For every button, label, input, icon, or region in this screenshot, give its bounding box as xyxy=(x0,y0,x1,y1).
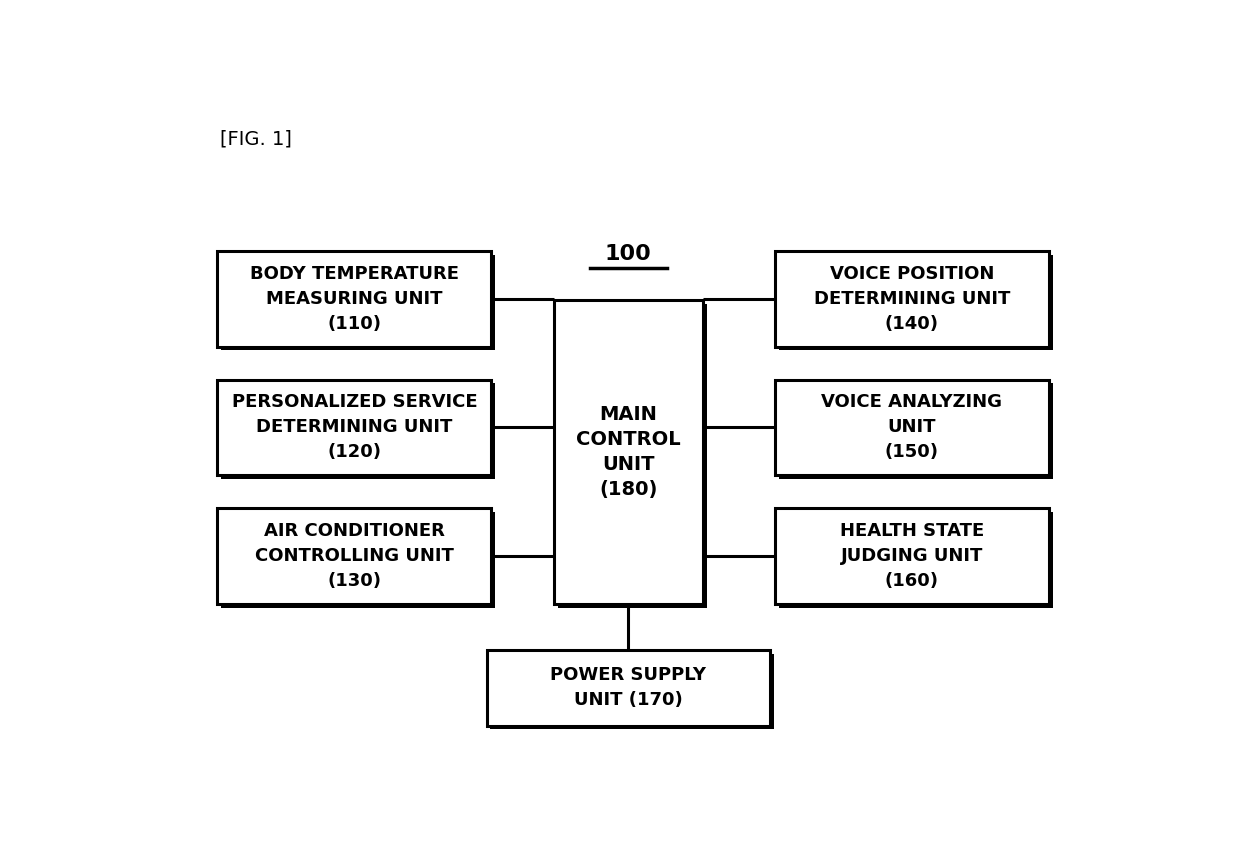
FancyBboxPatch shape xyxy=(775,251,1049,347)
FancyBboxPatch shape xyxy=(217,508,491,603)
Text: CONTROLLING UNIT: CONTROLLING UNIT xyxy=(255,547,454,565)
FancyBboxPatch shape xyxy=(554,300,703,603)
Text: POWER SUPPLY: POWER SUPPLY xyxy=(551,666,707,684)
Text: 100: 100 xyxy=(605,244,652,265)
Text: MAIN: MAIN xyxy=(599,405,657,424)
Text: UNIT: UNIT xyxy=(888,419,936,437)
Text: AIR CONDITIONER: AIR CONDITIONER xyxy=(264,522,445,540)
FancyBboxPatch shape xyxy=(217,251,491,347)
Text: BODY TEMPERATURE: BODY TEMPERATURE xyxy=(250,265,459,282)
Text: (160): (160) xyxy=(885,572,939,590)
Text: VOICE POSITION: VOICE POSITION xyxy=(830,265,994,282)
Text: (110): (110) xyxy=(327,315,382,333)
FancyBboxPatch shape xyxy=(221,512,495,608)
FancyBboxPatch shape xyxy=(775,379,1049,475)
Text: (120): (120) xyxy=(327,443,382,461)
FancyBboxPatch shape xyxy=(779,383,1053,479)
Text: DETERMINING UNIT: DETERMINING UNIT xyxy=(257,419,453,437)
Text: HEALTH STATE: HEALTH STATE xyxy=(839,522,983,540)
FancyBboxPatch shape xyxy=(779,255,1053,350)
Text: UNIT: UNIT xyxy=(603,455,655,474)
Text: JUDGING UNIT: JUDGING UNIT xyxy=(841,547,983,565)
Text: UNIT (170): UNIT (170) xyxy=(574,691,683,710)
FancyBboxPatch shape xyxy=(221,255,495,350)
Text: DETERMINING UNIT: DETERMINING UNIT xyxy=(813,290,1009,308)
FancyBboxPatch shape xyxy=(558,304,707,608)
Text: (180): (180) xyxy=(599,480,657,499)
FancyBboxPatch shape xyxy=(779,512,1053,608)
FancyBboxPatch shape xyxy=(217,379,491,475)
Text: MEASURING UNIT: MEASURING UNIT xyxy=(267,290,443,308)
FancyBboxPatch shape xyxy=(775,508,1049,603)
FancyBboxPatch shape xyxy=(490,654,774,729)
Text: [FIG. 1]: [FIG. 1] xyxy=(221,129,293,148)
FancyBboxPatch shape xyxy=(221,383,495,479)
Text: (150): (150) xyxy=(885,443,939,461)
Text: (140): (140) xyxy=(885,315,939,333)
Text: VOICE ANALYZING: VOICE ANALYZING xyxy=(821,393,1002,411)
Text: (130): (130) xyxy=(327,572,382,590)
FancyBboxPatch shape xyxy=(486,650,770,726)
Text: PERSONALIZED SERVICE: PERSONALIZED SERVICE xyxy=(232,393,477,411)
Text: CONTROL: CONTROL xyxy=(575,430,681,449)
